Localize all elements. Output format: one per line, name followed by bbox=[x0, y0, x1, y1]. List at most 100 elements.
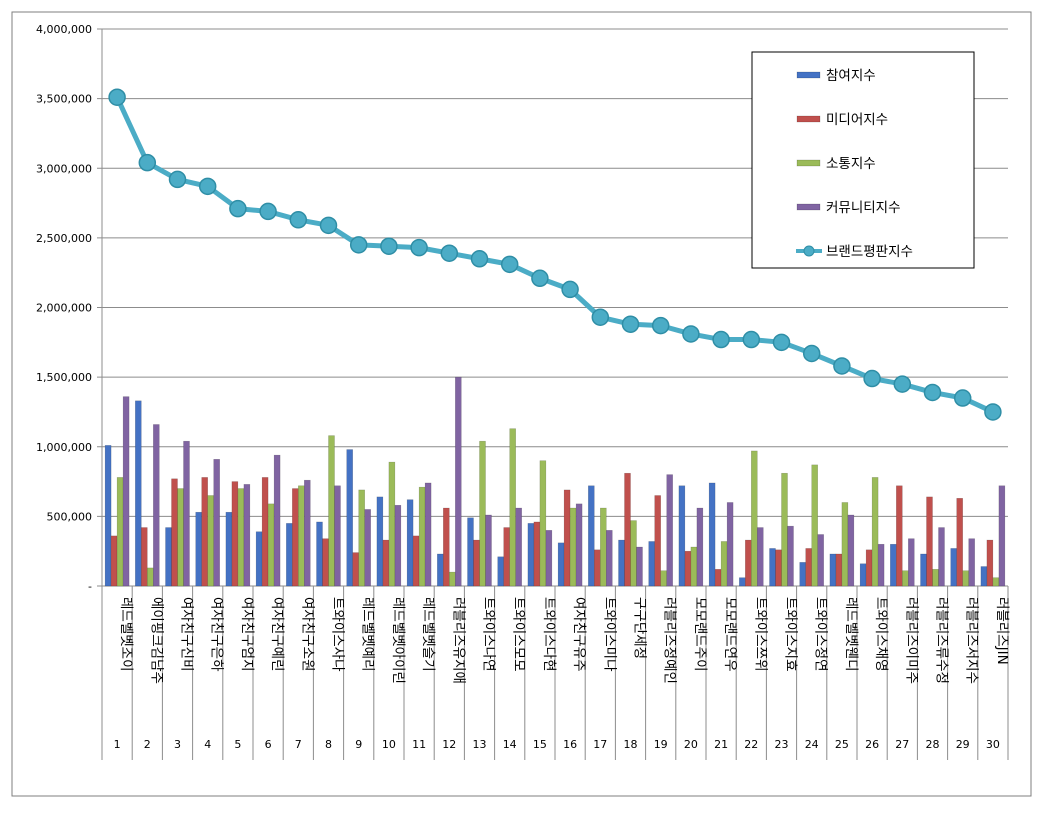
x-tick-label: 여자친구유주 bbox=[571, 597, 587, 672]
bar bbox=[515, 507, 522, 587]
bar bbox=[412, 535, 420, 587]
bar bbox=[316, 521, 323, 587]
line-point bbox=[168, 170, 187, 189]
x-tick-label: 트와이스미나 bbox=[601, 597, 617, 672]
x-tick-label: 트와이스쯔위 bbox=[752, 597, 768, 672]
x-tick-number: 14 bbox=[503, 738, 517, 751]
bar bbox=[286, 523, 293, 587]
legend-swatch bbox=[796, 71, 821, 79]
x-tick-label: 에이핑크김남주 bbox=[148, 597, 164, 684]
bar bbox=[871, 477, 879, 587]
legend-label: 소통지수 bbox=[826, 156, 876, 172]
legend-swatch-marker bbox=[803, 245, 815, 257]
bar bbox=[865, 549, 873, 587]
x-tick-label: 트와이스사나 bbox=[330, 597, 346, 672]
bar bbox=[690, 546, 698, 587]
line-point bbox=[953, 389, 972, 407]
y-tick-label: 3,500,000 bbox=[36, 93, 92, 106]
x-tick-number: 27 bbox=[895, 738, 909, 751]
line-series bbox=[108, 88, 1002, 421]
bar bbox=[346, 449, 353, 587]
bar bbox=[394, 504, 402, 587]
bar bbox=[376, 496, 384, 587]
bar bbox=[920, 553, 927, 587]
bar bbox=[243, 484, 251, 587]
bar bbox=[908, 538, 915, 587]
bar bbox=[485, 514, 492, 587]
bar bbox=[805, 548, 812, 587]
bar bbox=[183, 440, 190, 587]
line-point bbox=[802, 344, 821, 363]
x-tick-number: 1 bbox=[114, 738, 121, 751]
legend-swatch bbox=[796, 115, 821, 123]
x-tick-number: 10 bbox=[382, 738, 396, 751]
bar bbox=[292, 488, 299, 587]
line-point bbox=[500, 255, 519, 274]
bar bbox=[757, 527, 764, 587]
bar bbox=[775, 549, 782, 587]
x-tick-label: 트와이스나연 bbox=[481, 597, 497, 672]
bar bbox=[745, 539, 752, 587]
x-tick-label: 레드벨벳아이린 bbox=[390, 597, 406, 684]
bar bbox=[406, 499, 414, 587]
bar bbox=[322, 538, 329, 587]
bar bbox=[334, 485, 341, 587]
bar bbox=[781, 472, 788, 587]
line-point bbox=[380, 237, 398, 255]
bar bbox=[594, 549, 601, 587]
bar bbox=[437, 553, 444, 587]
bar bbox=[533, 521, 541, 587]
x-tick-label: 여자친구은하 bbox=[209, 597, 225, 672]
y-tick-label: 4,000,000 bbox=[36, 23, 92, 36]
bar bbox=[382, 539, 390, 587]
line-point bbox=[621, 315, 640, 333]
x-tick-number: 5 bbox=[234, 738, 241, 751]
x-tick-number: 19 bbox=[654, 738, 668, 751]
bar bbox=[962, 570, 969, 587]
y-tick-label: 500,000 bbox=[47, 510, 93, 523]
bar bbox=[998, 485, 1006, 587]
bar bbox=[225, 511, 233, 587]
bar bbox=[787, 525, 794, 587]
bar bbox=[527, 523, 535, 587]
x-tick-label: 러블리즈이미주 bbox=[903, 597, 919, 684]
x-tick-label: 모모랜드주이 bbox=[692, 597, 708, 672]
bar bbox=[563, 489, 571, 587]
x-tick-number: 6 bbox=[265, 738, 272, 751]
x-tick-label: 트와이스지효 bbox=[783, 597, 799, 672]
bar bbox=[443, 507, 450, 587]
line-point bbox=[349, 236, 368, 254]
legend-label: 참여지수 bbox=[826, 68, 876, 84]
bar bbox=[877, 543, 885, 587]
bar bbox=[739, 577, 746, 587]
x-tick-number: 30 bbox=[986, 738, 1000, 751]
bar bbox=[606, 530, 613, 587]
bar bbox=[835, 553, 843, 587]
bar bbox=[497, 556, 504, 587]
x-tick-number: 22 bbox=[744, 738, 758, 751]
bar bbox=[153, 424, 160, 587]
line-point bbox=[772, 333, 791, 352]
bar bbox=[509, 428, 516, 587]
bar bbox=[769, 548, 776, 587]
legend-label: 미디어지수 bbox=[826, 112, 888, 128]
line-point bbox=[319, 216, 338, 235]
x-tick-label: 러블리즈서지수 bbox=[964, 597, 980, 684]
bar bbox=[817, 534, 824, 587]
bar bbox=[231, 481, 239, 587]
bar bbox=[213, 459, 220, 587]
x-tick-label: 모모랜드연우 bbox=[722, 597, 738, 672]
bar bbox=[708, 482, 716, 587]
x-tick-number: 13 bbox=[473, 738, 487, 751]
line-point bbox=[893, 375, 912, 393]
bar bbox=[455, 376, 462, 587]
bar bbox=[654, 495, 661, 587]
x-tick-number: 7 bbox=[295, 738, 302, 751]
x-tick-number: 12 bbox=[442, 738, 456, 751]
line-point bbox=[651, 316, 670, 335]
bar bbox=[811, 464, 818, 587]
bar bbox=[352, 552, 359, 587]
bar bbox=[588, 485, 595, 587]
x-tick-label: 레드벨벳슬기 bbox=[420, 597, 436, 672]
